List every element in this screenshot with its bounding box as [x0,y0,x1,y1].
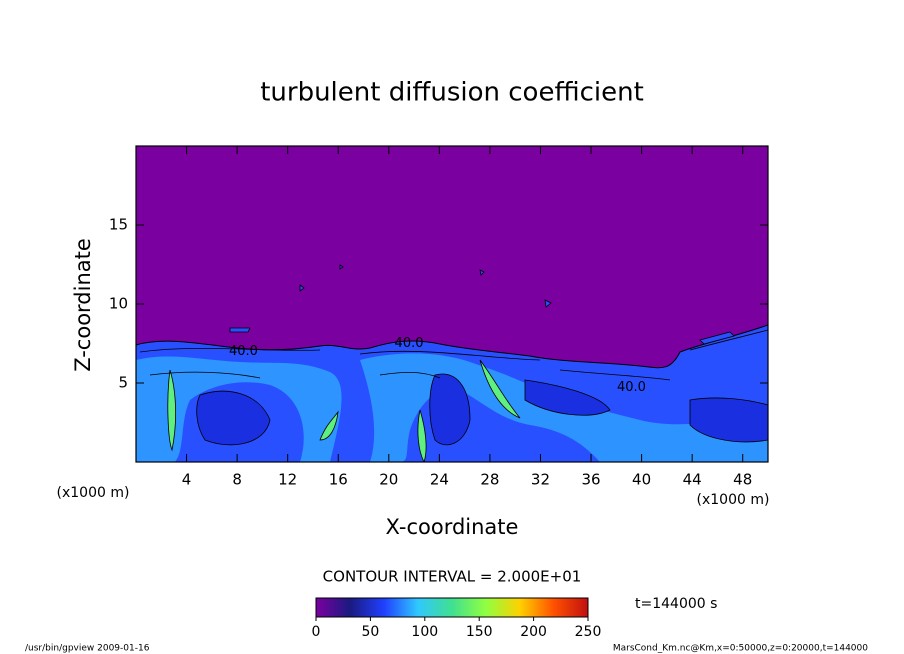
colorbar-tick-label: 100 [411,624,438,640]
x-tick-label: 28 [480,471,499,489]
x-tick-label: 20 [379,471,398,489]
footer-left: /usr/bin/gpview 2009-01-16 [25,644,150,654]
x-tick-label: 24 [430,471,449,489]
colorbar [315,597,589,618]
x-tick-label: 8 [232,471,242,489]
y-tick-label: 15 [109,216,128,234]
colorbar-tick-label: 250 [575,624,602,640]
x-tick-label: 32 [531,471,550,489]
time-label: t=144000 s [635,596,717,612]
x-tick-label: 36 [581,471,600,489]
y-unit: (x1000 m) [57,485,130,501]
x-tick-label: 12 [278,471,297,489]
x-axis-label: X-coordinate [386,515,519,539]
y-tick-label: 10 [109,295,128,313]
footer-right: MarsCond_Km.nc@Km,x=0:50000,z=0:20000,t=… [613,644,868,654]
colorbar-tick-label: 50 [361,624,379,640]
colorbar-tick-label: 0 [312,624,321,640]
x-tick-label: 16 [329,471,348,489]
y-axis-label: Z-coordinate [71,238,95,372]
contour-field [136,146,768,462]
field-patch [167,359,521,462]
field-patch [136,356,342,462]
colorbar-tick-label: 150 [466,624,493,640]
x-tick-label: 4 [182,471,192,489]
x-tick-label: 44 [683,471,702,489]
y-tick-label: 5 [118,374,128,392]
contour-line [139,329,768,381]
chart-title: turbulent diffusion coefficient [260,78,644,108]
x-tick-label: 40 [632,471,651,489]
contour-interval: CONTOUR INTERVAL = 2.000E+01 [323,568,582,586]
contour-label: 40.0 [617,380,646,395]
colorbar-tick-label: 200 [520,624,547,640]
field-patch [196,373,768,446]
x-tick-label: 48 [733,471,752,489]
field-patch [229,264,735,345]
contour-label: 40.0 [229,344,258,359]
x-unit: (x1000 m) [697,492,770,508]
contour-label: 40.0 [395,336,424,351]
